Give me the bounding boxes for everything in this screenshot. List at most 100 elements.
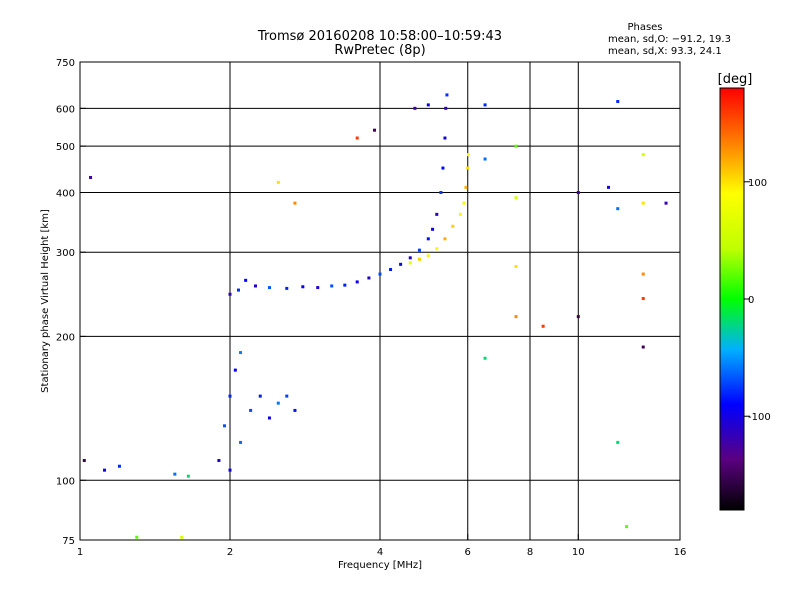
data-point (285, 394, 289, 398)
colorbar-ticks: 100 0 -100 (744, 178, 771, 423)
data-point (267, 416, 271, 420)
data-point (228, 394, 232, 398)
y-tick-label: 300 (56, 248, 75, 259)
y-tick-label: 400 (56, 188, 75, 199)
stats-line-x: mean, sd,X: 93.3, 24.1 (608, 46, 722, 57)
data-point (462, 201, 466, 205)
data-point (135, 535, 139, 539)
data-point (408, 256, 412, 260)
data-point (330, 284, 334, 288)
data-point (417, 257, 421, 261)
y-tick-label: 750 (56, 58, 75, 69)
data-point (267, 286, 271, 290)
data-point (464, 185, 468, 189)
x-tick-label: 10 (572, 547, 585, 558)
x-axis: 1 2 4 6 8 10 16 (77, 534, 687, 558)
data-point (389, 268, 393, 272)
data-point (641, 297, 645, 301)
x-tick-label: 6 (465, 547, 471, 558)
data-point (236, 288, 240, 292)
data-point (228, 292, 232, 296)
data-point (413, 106, 417, 110)
data-point (439, 190, 443, 194)
data-point (223, 424, 227, 428)
data-point (408, 261, 412, 265)
data-point (576, 190, 580, 194)
data-point (258, 394, 262, 398)
data-point (443, 136, 447, 140)
stats-header: Phases (627, 22, 662, 33)
data-point (514, 196, 518, 200)
data-point (616, 207, 620, 211)
x-tick-label: 16 (674, 547, 687, 558)
data-point (616, 100, 620, 104)
data-point (173, 472, 177, 476)
data-point (417, 248, 421, 252)
data-point (641, 272, 645, 276)
data-point (378, 272, 382, 276)
data-point (180, 535, 184, 539)
data-point (641, 345, 645, 349)
data-point (431, 227, 435, 231)
grid (80, 62, 680, 540)
y-axis: 75 100 200 300 400 500 600 750 (56, 58, 86, 547)
chart-subtitle: RwPretec (8p) (334, 43, 425, 58)
x-tick-label: 2 (227, 547, 233, 558)
x-tick-label: 1 (77, 547, 83, 558)
y-tick-label: 75 (62, 536, 75, 547)
data-point (399, 262, 403, 266)
colorbar-tick-label: 0 (748, 295, 754, 306)
data-point (301, 285, 305, 289)
data-point (445, 93, 449, 97)
data-point (244, 278, 248, 282)
data-points (82, 93, 668, 539)
data-point (217, 458, 221, 462)
data-point (607, 185, 611, 189)
data-point (355, 136, 359, 140)
y-tick-label: 600 (56, 104, 75, 115)
data-point (249, 408, 253, 412)
data-point (435, 212, 439, 216)
data-point (276, 401, 280, 405)
data-point (239, 440, 243, 444)
y-axis-label: Stationary phase Virtual Height [km] (40, 209, 51, 393)
y-tick-label: 200 (56, 332, 75, 343)
data-point (541, 324, 545, 328)
data-point (373, 128, 377, 132)
data-point (514, 144, 518, 148)
data-point (616, 440, 620, 444)
x-tick-label: 4 (377, 547, 383, 558)
colorbar-tick-label: 100 (748, 178, 767, 189)
y-tick-label: 500 (56, 142, 75, 153)
data-point (239, 351, 243, 355)
data-point (483, 103, 487, 107)
data-point (483, 157, 487, 161)
data-point (435, 247, 439, 251)
data-point (466, 153, 470, 157)
data-point (458, 212, 462, 216)
data-point (514, 265, 518, 269)
data-point (233, 368, 237, 372)
data-point (316, 286, 320, 290)
x-axis-label: Frequency [MHz] (338, 560, 422, 571)
chart-title: Tromsø 20160208 10:58:00–10:59:43 (257, 29, 502, 44)
data-point (343, 283, 347, 287)
data-point (293, 408, 297, 412)
data-point (117, 464, 121, 468)
data-point (443, 237, 447, 241)
data-point (426, 103, 430, 107)
data-point (103, 468, 107, 472)
data-point (576, 315, 580, 319)
data-point (483, 356, 487, 360)
data-point (276, 180, 280, 184)
data-point (451, 224, 455, 228)
data-point (355, 280, 359, 284)
data-point (641, 153, 645, 157)
data-point (426, 237, 430, 241)
data-point (293, 201, 297, 205)
colorbar-label: [deg] (718, 72, 753, 87)
y-tick-label: 100 (56, 476, 75, 487)
data-point (641, 201, 645, 205)
colorbar (719, 87, 745, 511)
